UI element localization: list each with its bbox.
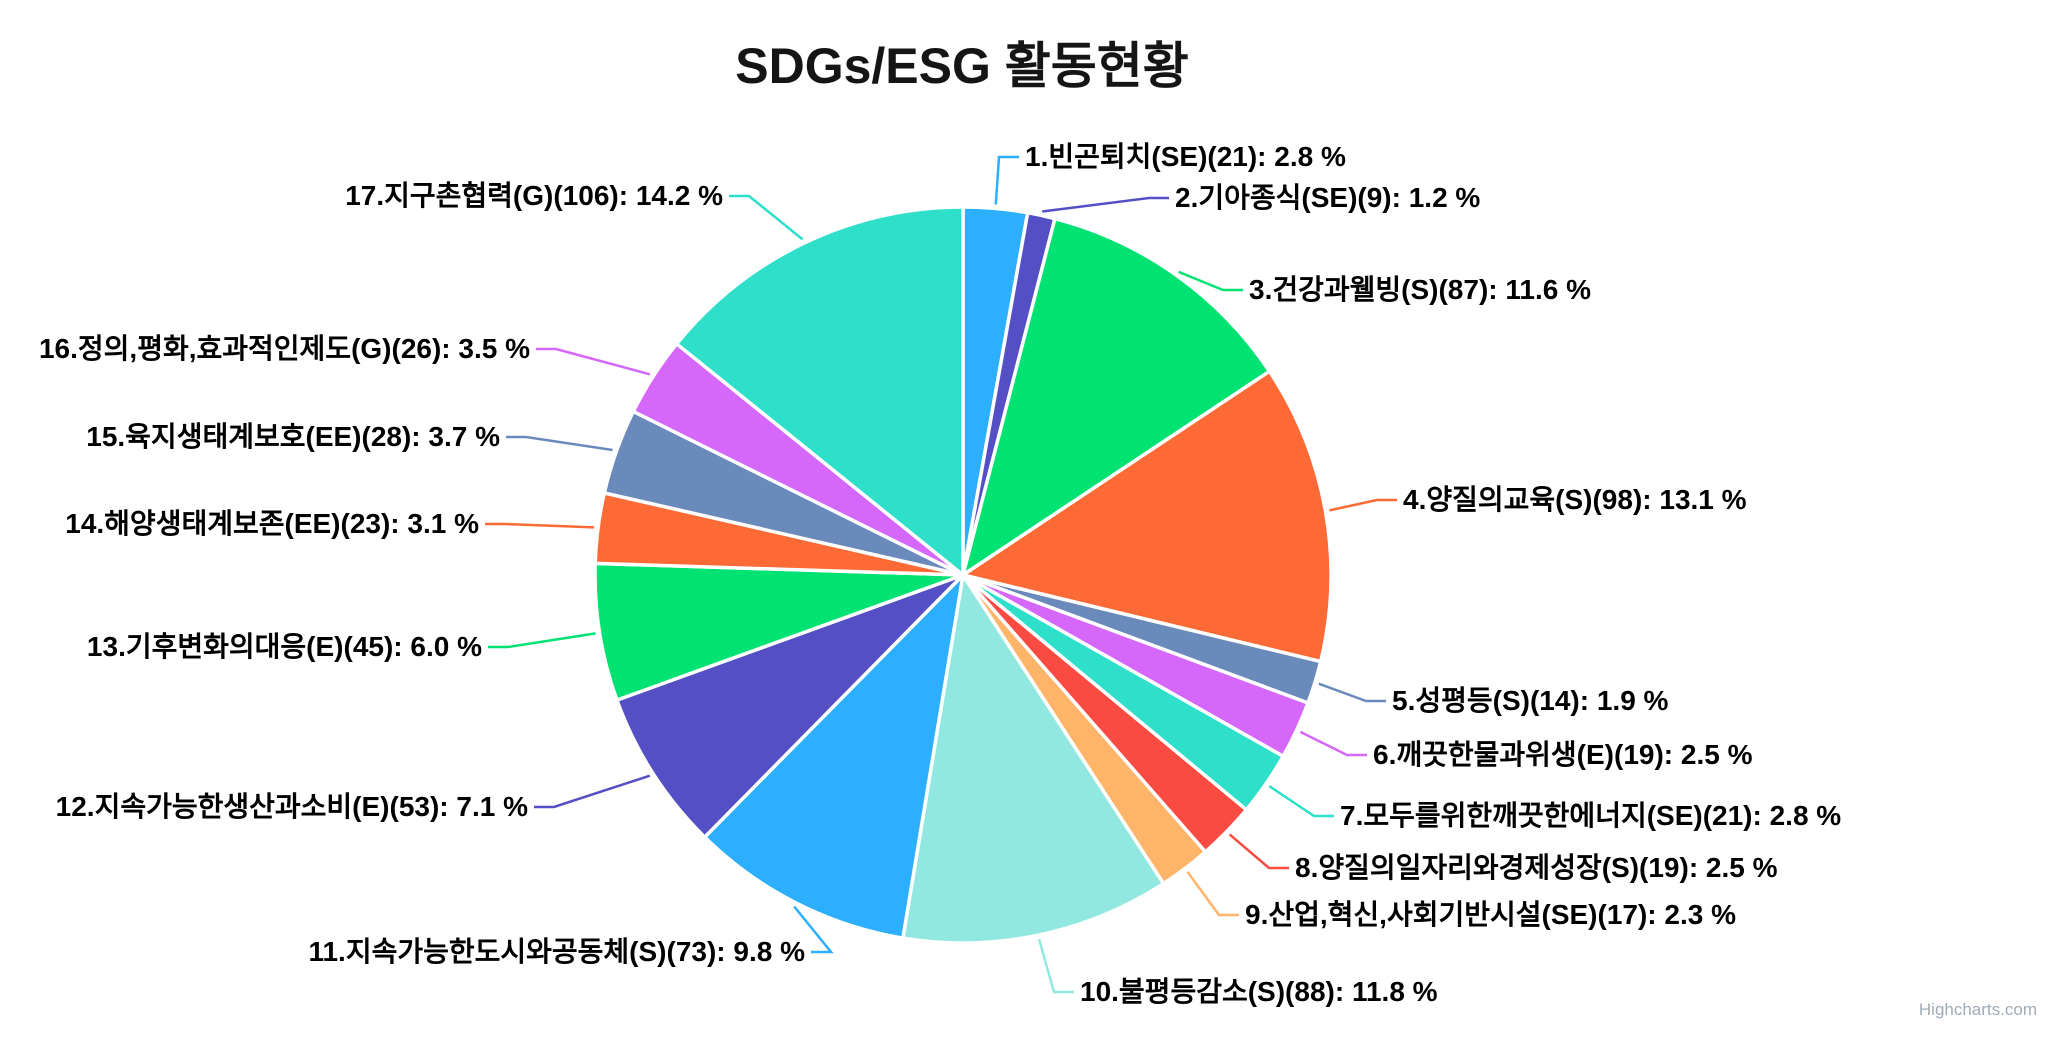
label-connector-2 — [1042, 196, 1169, 213]
slice-label-13: 13.기후변화의대응(E)(45): 6.0 % — [86, 631, 482, 662]
slice-label-3: 3.건강과웰빙(S)(87): 11.6 % — [1249, 274, 1591, 305]
label-connector-13 — [488, 632, 596, 649]
label-connector-10 — [1037, 938, 1074, 994]
label-connector-9 — [1186, 870, 1239, 917]
label-connector-17 — [729, 194, 804, 241]
slice-label-8: 8.양질의일자리와경제성장(S)(19): 2.5 % — [1295, 852, 1778, 883]
slice-label-1: 1.빈곤퇴치(SE)(21): 2.8 % — [1025, 141, 1346, 172]
label-connector-5 — [1318, 682, 1386, 703]
slice-label-6: 6.깨끗한물과위생(E)(19): 2.5 % — [1373, 739, 1753, 770]
label-connector-16 — [536, 347, 651, 376]
slice-label-14: 14.해양생태계보존(EE)(23): 3.1 % — [65, 508, 479, 539]
label-connector-6 — [1299, 730, 1367, 757]
slice-label-2: 2.기아종식(SE)(9): 1.2 % — [1175, 182, 1481, 213]
slice-label-10: 10.불평등감소(S)(88): 11.8 % — [1080, 976, 1438, 1007]
label-connector-3 — [1178, 270, 1243, 292]
label-connector-1 — [994, 155, 1019, 205]
pie-slice-11[interactable] — [702, 573, 965, 940]
slice-label-7: 7.모두를위한깨끗한에너지(SE)(21): 2.8 % — [1340, 800, 1842, 831]
pie-slice-12[interactable] — [615, 573, 965, 839]
slice-label-12: 12.지속가능한생산과소비(E)(53): 7.1 % — [55, 791, 528, 822]
label-connector-15 — [506, 435, 613, 452]
pie-slice-13[interactable] — [593, 561, 965, 702]
chart-title: SDGs/ESG 활동현황 — [735, 38, 1189, 94]
pie-slice-4[interactable] — [961, 369, 1333, 664]
slice-label-11: 11.지속가능한도시와공동체(S)(73): 9.8 % — [308, 936, 805, 967]
label-connector-11 — [793, 905, 834, 954]
slice-label-4: 4.양질의교육(S)(98): 13.1 % — [1403, 484, 1747, 515]
label-connector-14 — [485, 522, 595, 529]
label-connector-12 — [534, 774, 651, 809]
slice-label-17: 17.지구촌협력(G)(106): 14.2 % — [345, 180, 723, 211]
pie-slice-17[interactable] — [674, 205, 965, 577]
label-connector-7 — [1268, 785, 1334, 818]
slice-label-9: 9.산업,혁신,사회기반시설(SE)(17): 2.3 % — [1245, 899, 1737, 930]
slice-label-16: 16.정의,평화,효과적인제도(G)(26): 3.5 % — [38, 333, 530, 364]
label-connector-4 — [1329, 498, 1397, 512]
slice-label-15: 15.육지생태계보호(EE)(28): 3.7 % — [86, 421, 500, 452]
pie-slice-10[interactable] — [901, 573, 1166, 945]
slice-label-5: 5.성평등(S)(14): 1.9 % — [1392, 685, 1669, 716]
highcharts-credits-link[interactable]: Highcharts.com — [1918, 1000, 2037, 1019]
pie-slice-3[interactable] — [961, 216, 1272, 577]
label-connector-8 — [1228, 833, 1289, 870]
